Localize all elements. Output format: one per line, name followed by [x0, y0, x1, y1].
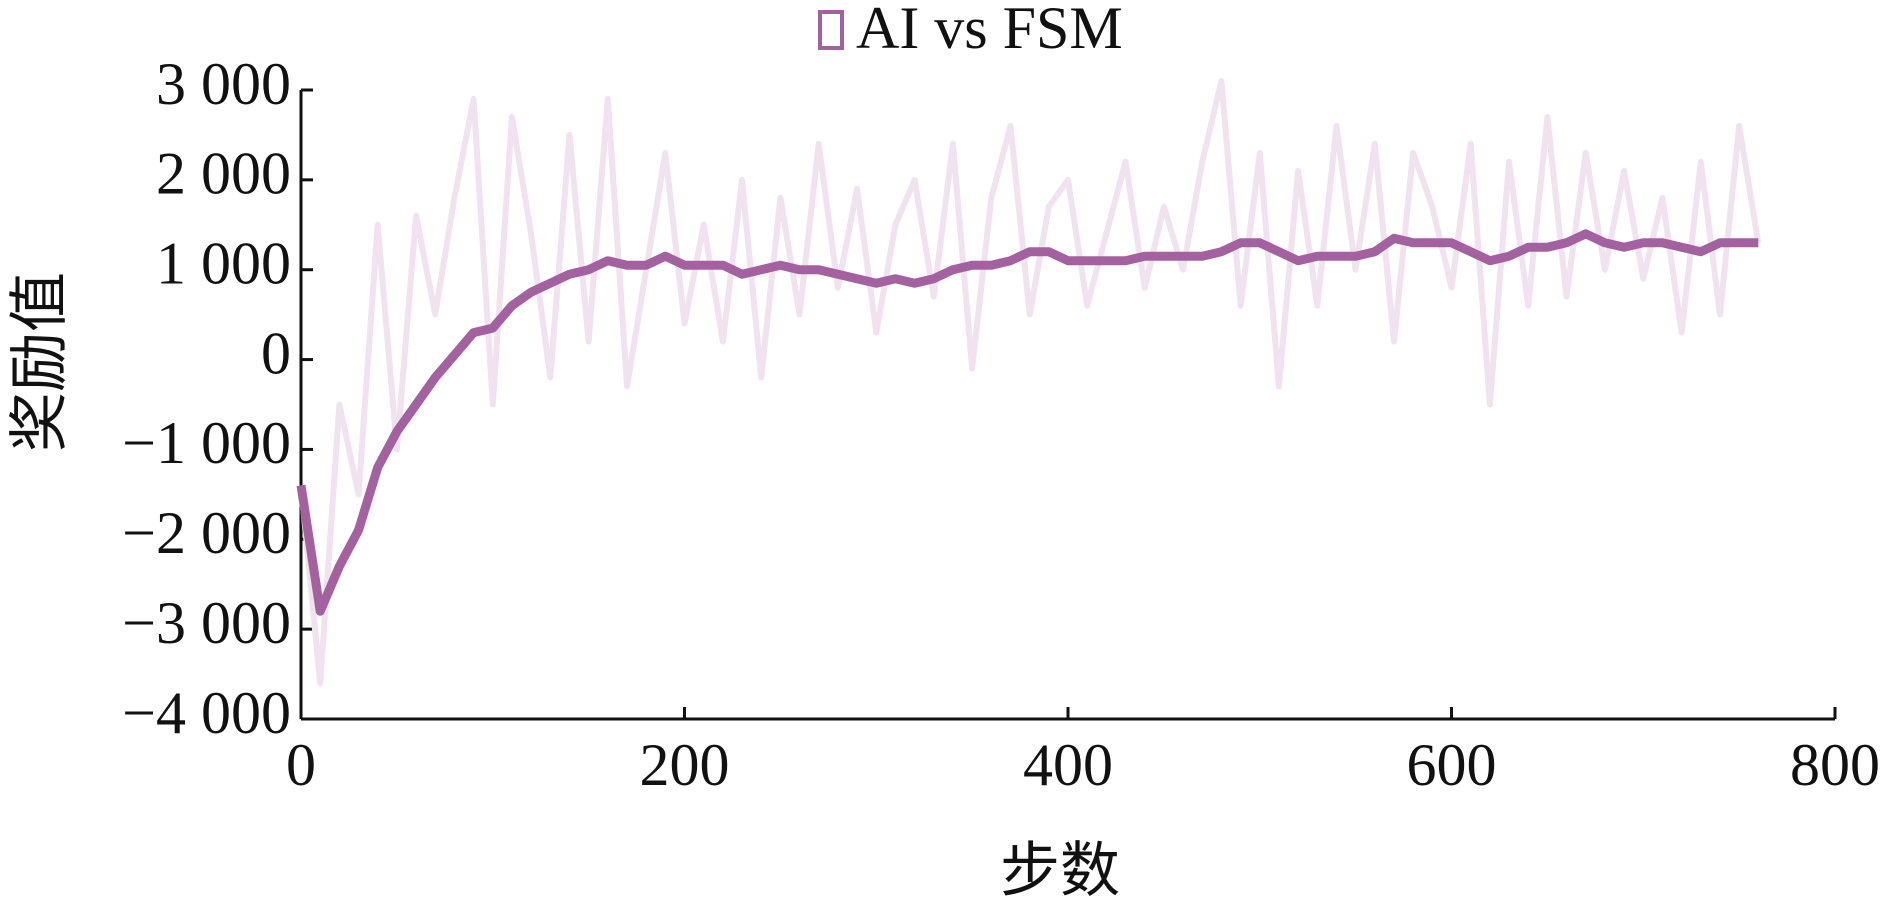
- y-axis-label: 奖励值: [7, 272, 73, 452]
- y-tick-label: 0: [261, 320, 291, 386]
- y-tick-label: −1 000: [122, 410, 291, 476]
- x-tick-label: 400: [1023, 732, 1113, 798]
- smoothed-line: [296, 229, 1759, 616]
- x-tick-label: 800: [1790, 732, 1880, 798]
- y-tick-label: −4 000: [122, 680, 291, 746]
- y-tick-label: 1 000: [156, 230, 291, 296]
- x-tick-label: 0: [286, 732, 316, 798]
- legend-marker: [818, 10, 844, 50]
- x-tick-label: 200: [640, 732, 730, 798]
- y-tick-label: −2 000: [122, 500, 291, 566]
- x-tick-label: 600: [1407, 732, 1497, 798]
- y-tick-label: −3 000: [122, 590, 291, 656]
- legend-label: AI vs FSM: [856, 0, 1123, 61]
- x-axis-label: 步数: [1000, 838, 1120, 904]
- y-tick-label: 3 000: [156, 51, 291, 117]
- raw-line: [298, 78, 1762, 687]
- y-tick-label: 2 000: [156, 141, 291, 207]
